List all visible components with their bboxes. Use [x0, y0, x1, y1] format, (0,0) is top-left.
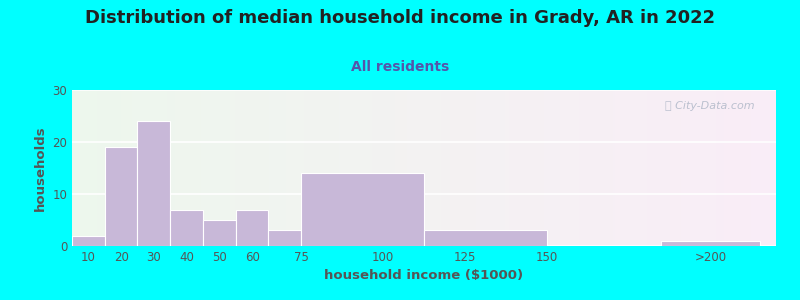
Bar	[236, 210, 269, 246]
Bar	[138, 121, 170, 246]
Bar	[105, 147, 138, 246]
Bar	[424, 230, 546, 246]
Bar	[203, 220, 236, 246]
Bar	[269, 230, 302, 246]
Bar	[72, 236, 105, 246]
Text: Distribution of median household income in Grady, AR in 2022: Distribution of median household income …	[85, 9, 715, 27]
Text: All residents: All residents	[351, 60, 449, 74]
Bar	[302, 173, 424, 246]
Text: ⓘ City-Data.com: ⓘ City-Data.com	[666, 101, 755, 111]
Bar	[662, 241, 760, 246]
X-axis label: household income ($1000): household income ($1000)	[325, 269, 523, 282]
Bar	[170, 210, 203, 246]
Y-axis label: households: households	[34, 125, 46, 211]
